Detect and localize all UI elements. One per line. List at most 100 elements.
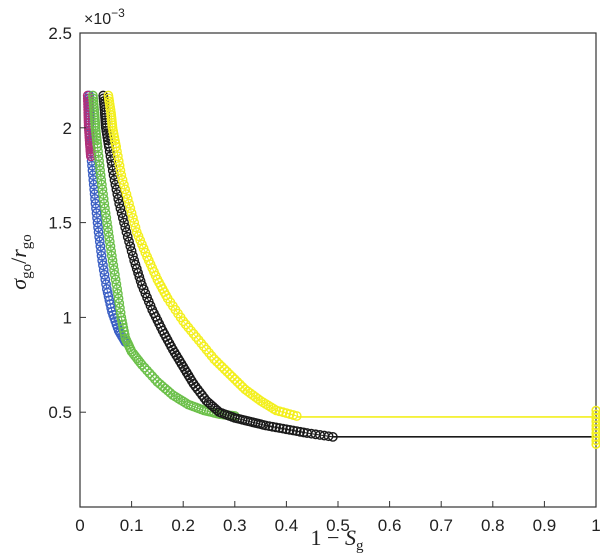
connector-lines	[296, 416, 596, 438]
data-point	[124, 236, 134, 247]
data-point	[111, 279, 122, 290]
data-point	[118, 322, 129, 333]
data-point	[102, 217, 112, 228]
data-point	[103, 227, 114, 237]
data-point	[125, 203, 136, 214]
data-point	[135, 276, 146, 286]
data-point	[222, 366, 232, 377]
x-tick-label: 0.3	[223, 516, 247, 535]
data-point	[119, 326, 129, 337]
data-point	[198, 341, 209, 352]
data-point	[97, 255, 108, 266]
data-point	[188, 328, 199, 339]
data-point	[116, 312, 127, 323]
data-point	[96, 179, 107, 190]
data-point	[117, 319, 128, 330]
x-axis-label-var: S	[345, 525, 356, 550]
data-point	[112, 146, 122, 157]
data-point	[91, 132, 102, 143]
data-point	[255, 395, 266, 406]
data-point	[115, 303, 125, 313]
data-point	[95, 165, 106, 176]
x-axis-label-main: 1 −	[311, 525, 345, 550]
data-point	[201, 344, 212, 355]
data-point	[130, 222, 141, 233]
y-tick-label: 1.5	[48, 214, 72, 233]
data-point	[258, 397, 269, 408]
data-point	[204, 347, 214, 358]
data-point	[191, 332, 202, 342]
data-point	[180, 319, 191, 330]
data-point	[212, 405, 223, 416]
data-point	[170, 391, 181, 402]
data-point	[90, 122, 101, 133]
data-point	[137, 359, 147, 370]
data-point	[100, 274, 111, 285]
data-point	[125, 241, 136, 252]
x-tick-label: 0.2	[171, 516, 195, 535]
data-point	[278, 423, 288, 434]
data-point	[178, 396, 189, 407]
data-point	[114, 298, 125, 309]
data-point	[175, 394, 186, 405]
data-point	[114, 160, 125, 171]
y-tick-label: 2	[63, 119, 72, 138]
data-point	[211, 356, 222, 367]
data-point	[139, 362, 150, 373]
data-point	[116, 208, 127, 219]
data-point	[98, 193, 109, 204]
data-point	[122, 231, 133, 242]
data-point	[99, 198, 110, 209]
data-point	[263, 400, 274, 411]
series-curve	[102, 95, 333, 438]
data-point	[274, 423, 285, 433]
data-point	[121, 227, 132, 237]
data-point	[112, 189, 123, 200]
y-tick-label: 2.5	[48, 24, 72, 43]
data-point	[115, 165, 126, 176]
data-point	[180, 398, 191, 408]
data-point	[113, 156, 124, 166]
data-point	[183, 322, 194, 333]
data-point	[105, 241, 116, 252]
data-point	[112, 284, 123, 294]
data-point	[214, 359, 225, 370]
data-point	[91, 208, 102, 219]
x-tick-label: 0.1	[120, 516, 144, 535]
data-point	[196, 338, 207, 349]
data-point	[120, 222, 131, 233]
data-point	[264, 421, 275, 432]
data-point	[144, 368, 155, 379]
data-point	[110, 274, 121, 285]
data-points	[82, 90, 600, 450]
data-point	[106, 156, 117, 166]
y-axis-label-slash: /	[6, 257, 31, 264]
data-point	[96, 175, 107, 185]
data-point	[104, 146, 115, 157]
data-point	[96, 250, 107, 261]
data-point	[95, 241, 106, 252]
data-point	[224, 369, 235, 380]
x-tick-label: 0.8	[481, 516, 505, 535]
data-point	[104, 236, 115, 247]
x-axis-label: 1 − Sg	[311, 525, 364, 554]
data-point	[114, 198, 125, 209]
y-multiplier-exp: −3	[111, 6, 125, 20]
data-point	[107, 165, 118, 176]
data-point	[219, 364, 230, 375]
data-point	[235, 379, 245, 390]
data-point	[94, 231, 105, 242]
data-point	[107, 160, 117, 171]
data-point	[92, 141, 103, 152]
y-multiplier-base: ×10	[84, 11, 111, 28]
data-point	[229, 374, 240, 385]
data-point	[94, 156, 104, 166]
data-point	[129, 217, 140, 228]
data-point	[127, 250, 138, 261]
y-axis-label-r: r	[6, 249, 31, 258]
data-point	[112, 288, 123, 299]
data-point	[117, 175, 128, 185]
data-point	[91, 129, 102, 140]
x-tick-label: 0.7	[429, 516, 453, 535]
